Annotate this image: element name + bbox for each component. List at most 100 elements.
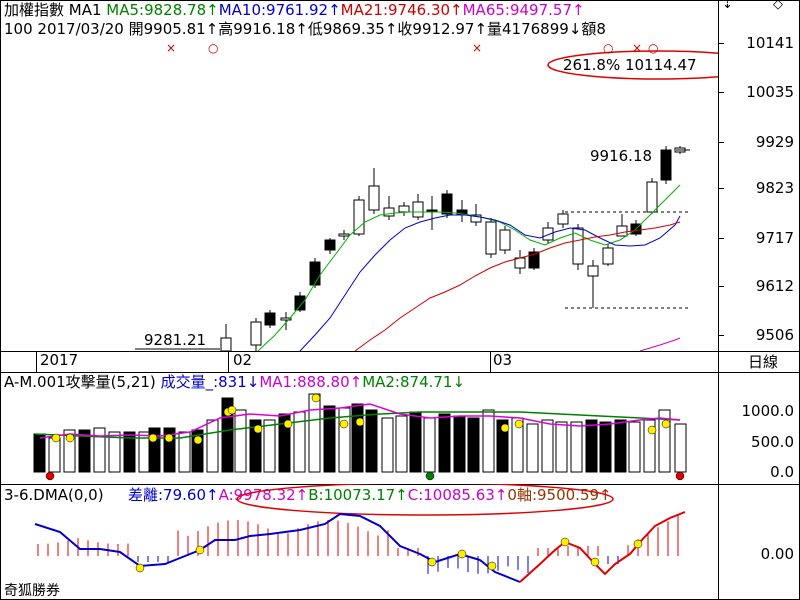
dma-legend-1: A:9978.32↑ <box>218 486 309 504</box>
signal-dot <box>51 433 61 443</box>
volume-bar <box>409 411 422 473</box>
price-tick: 9929 <box>755 133 794 151</box>
volume-bar <box>423 417 436 473</box>
volume-bar <box>221 397 234 473</box>
price-header-row2: 100 2017/03/20 開9905.81↑高9916.18↑低9869.3… <box>4 20 606 38</box>
candle <box>338 233 350 237</box>
volume-bar <box>482 409 495 473</box>
candle <box>660 149 672 181</box>
volume-bar <box>599 421 612 473</box>
volume-bar <box>395 415 408 473</box>
candle <box>646 181 658 213</box>
dma-legend-0: 差離:79.60↑ <box>128 486 219 504</box>
ma-legend-3: MA21:9746.30↑ <box>340 1 463 19</box>
signal-dot <box>193 435 203 445</box>
volume-bar <box>541 419 554 473</box>
price-tick: 10035 <box>746 83 794 101</box>
volume-bar <box>108 431 121 473</box>
candle <box>383 207 395 217</box>
volume-bar <box>234 409 247 473</box>
axis-separator <box>718 0 719 600</box>
volume-bar <box>249 419 262 473</box>
candle <box>398 205 410 213</box>
dma-chart <box>34 484 686 583</box>
candle <box>587 265 599 277</box>
date-tick <box>228 352 229 372</box>
candle <box>616 225 628 237</box>
highlight-ellipse <box>236 484 614 516</box>
buy-marker: ○ <box>208 41 218 55</box>
signal-dot <box>425 471 435 481</box>
fib-extension-label: 261.8% 10114.47 <box>563 56 697 74</box>
ma-legend-1: MA5:9828.78↑ <box>106 1 219 19</box>
volume-bar <box>643 419 656 473</box>
volume-bar <box>381 417 394 473</box>
price-tick: 9612 <box>755 277 794 295</box>
candle <box>528 251 540 269</box>
ma-legend-4: MA65:9497.57↑ <box>462 1 585 19</box>
volume-legend-3: MA2:874.71↓ <box>362 373 466 391</box>
ma-legend-0: 加權指數 MA1 <box>4 1 107 19</box>
volume-bar <box>555 421 568 473</box>
candle <box>514 257 526 269</box>
volume-bar <box>63 429 76 473</box>
volume-bar <box>263 419 276 473</box>
signal-dot <box>633 539 643 549</box>
sell-marker: × <box>472 41 482 55</box>
volume-bar <box>191 429 204 473</box>
candle <box>309 261 321 286</box>
buy-marker: ○ <box>648 41 658 55</box>
resize-icon[interactable]: ◇ <box>773 0 783 12</box>
volume-bar <box>308 393 321 473</box>
volume-bar <box>614 419 627 473</box>
volume-legend-2: MA1:888.80↑ <box>259 373 363 391</box>
date-label-feb: 02 <box>233 351 253 369</box>
ma65-line <box>639 337 681 351</box>
volume-panel-top <box>0 372 800 373</box>
ma5-line <box>257 184 681 351</box>
price-tick: 9717 <box>755 229 794 247</box>
volume-bar <box>628 421 641 473</box>
signal-dot <box>355 417 365 427</box>
dma-title-0: 3-6.DMA(0,0) <box>4 486 104 504</box>
signal-dot <box>500 423 510 433</box>
date-tick <box>490 352 491 372</box>
price-tick: 10141 <box>746 34 794 52</box>
candle <box>264 312 276 326</box>
signal-dot <box>253 424 263 434</box>
volume-ma2-line <box>34 411 681 439</box>
volume-chart <box>33 393 687 481</box>
volume-bar <box>48 437 61 473</box>
dma-header-left: 3-6.DMA(0,0) <box>4 487 104 504</box>
dma-panel-top <box>0 484 800 485</box>
signal-dot <box>311 393 321 403</box>
signal-dot <box>45 471 55 481</box>
volume-bar <box>658 409 671 473</box>
volume-bar <box>278 413 291 473</box>
volume-bar <box>570 421 583 473</box>
volume-bar <box>467 417 480 473</box>
dma-zero-tick: 0.00 <box>760 545 794 563</box>
signal-dot <box>227 405 237 415</box>
volume-bar <box>78 429 91 473</box>
dma-header-items: 差離:79.60↑A:9978.32↑B:10073.17↑C:10085.63… <box>128 487 612 504</box>
candle <box>602 247 614 265</box>
period-label[interactable]: 日線 <box>748 353 779 371</box>
scroll-down-icon[interactable]: ⇣ <box>722 0 733 12</box>
volume-bar <box>148 427 161 473</box>
volume-header: A-M.001攻擊量(5,21) 成交量_:831↓MA1:888.80↑MA2… <box>4 374 465 391</box>
dma-legend-3: C:10085.63↑ <box>407 486 508 504</box>
buy-marker: ○ <box>603 41 613 55</box>
price-chart: × ○ × ○ × ○ <box>135 41 718 351</box>
signal-dot <box>487 561 497 571</box>
candle <box>353 199 365 235</box>
dma-line-blue <box>34 512 521 583</box>
volume-bar <box>496 419 509 473</box>
volume-bar <box>674 423 687 473</box>
volume-bar <box>526 423 539 473</box>
candle <box>470 214 482 223</box>
prior-low-label: 9281.21 <box>144 331 207 349</box>
signal-dot <box>283 419 293 429</box>
sell-marker: × <box>166 41 176 55</box>
signal-dot <box>647 425 657 435</box>
